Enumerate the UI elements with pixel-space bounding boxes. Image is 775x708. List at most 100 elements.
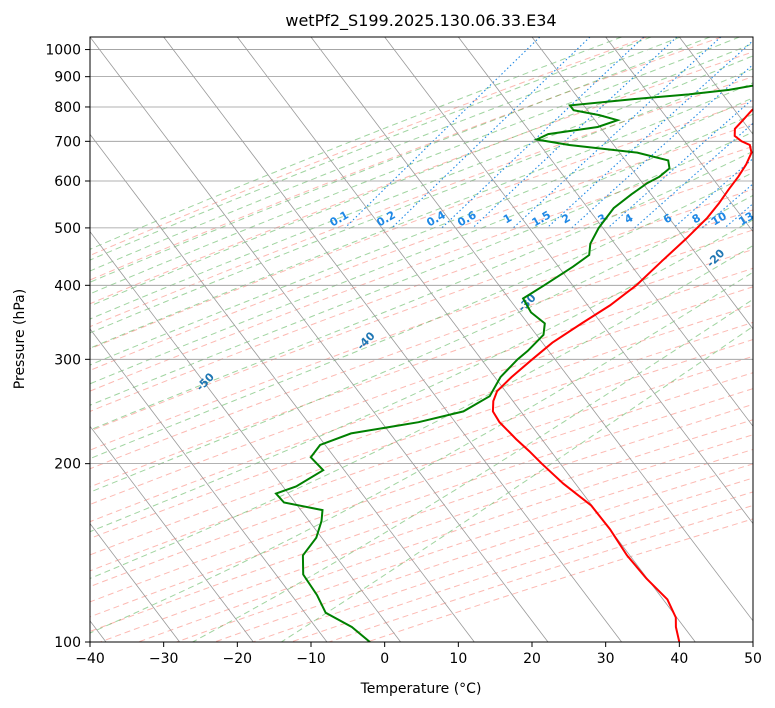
x-tick-label: −40 [75, 651, 105, 667]
dry-adiabat-line [90, 100, 753, 350]
moist-adiabat-line [90, 37, 681, 272]
isotherm-line [90, 425, 254, 642]
mixing-ratio-label: 4 [622, 211, 635, 226]
mixing-ratio-label: 6 [661, 211, 674, 226]
dry-adiabat-line [90, 229, 753, 470]
isotherm-line [531, 37, 753, 330]
dry-adiabat-line [252, 477, 753, 642]
y-tick-label: 600 [54, 174, 81, 190]
x-axis-label: Temperature (°C) [360, 681, 482, 697]
moist-adiabat-line [90, 150, 753, 431]
dry-adiabats [90, 37, 753, 642]
x-tick-label: 40 [670, 651, 688, 667]
dry-adiabat-line [90, 304, 753, 540]
moist-adiabat-line [90, 55, 753, 320]
dry-adiabat-label: -20 [704, 246, 727, 269]
dewpoint-line [274, 84, 753, 642]
mixing-ratio-label: 0.1 [328, 208, 351, 229]
isotherm-line [384, 37, 753, 525]
profiles [274, 84, 753, 642]
x-axis: −40 −30 −20 −10 0 10 20 30 40 50 [75, 642, 762, 667]
moist-adiabat-line [90, 245, 753, 580]
dry-adiabat-line [90, 123, 753, 371]
mixing-ratio-label: 0.4 [424, 208, 448, 229]
dry-adiabat-line [90, 248, 753, 488]
mixing-ratio-label: 13 [736, 209, 756, 228]
x-tick-label: −10 [296, 651, 326, 667]
mixing-ratio-label: 1 [501, 211, 514, 226]
dry-adiabat-line [90, 388, 753, 618]
dry-adiabat-line [90, 286, 753, 523]
mixing-ratio-line [701, 183, 753, 229]
dry-adiabat-line [90, 372, 753, 603]
mixing-ratio-line [441, 37, 645, 229]
moist-adiabat-line [90, 37, 711, 283]
dry-adiabat-line [90, 355, 753, 588]
mixing-ratio-line [472, 37, 678, 229]
isotherms [90, 37, 753, 642]
dry-adiabat-line [138, 434, 753, 642]
dry-adiabat-line [176, 448, 753, 642]
y-tick-label: 400 [54, 278, 81, 294]
isotherm-line [90, 133, 475, 642]
x-tick-label: 30 [597, 651, 615, 667]
isotherm-line [90, 522, 180, 642]
mixing-ratio-line [344, 37, 541, 229]
moist-adiabat-line [90, 97, 753, 366]
mixing-ratio-label: 2 [560, 211, 573, 226]
y-axis: 100 200 300 400 500 600 700 800 900 1000 [45, 43, 90, 651]
moist-adiabat-line [90, 172, 753, 460]
moist-adiabat-line [90, 37, 740, 295]
dry-adiabat-line [90, 76, 753, 328]
mixing-ratio-line [724, 202, 753, 229]
isotherm-line [237, 37, 696, 642]
dry-adiabat-label: -40 [354, 329, 377, 352]
moist-adiabats [90, 37, 753, 642]
plot-frame [89, 36, 754, 643]
moist-adiabat-line [90, 194, 753, 493]
y-tick-label: 200 [54, 457, 81, 473]
dry-adiabat-line [90, 403, 753, 633]
background-lines [90, 37, 753, 642]
y-tick-label: 900 [54, 70, 81, 86]
moist-adiabat-line [90, 219, 753, 533]
mixing-ratio-line [634, 122, 753, 229]
mixing-ratio-line [751, 226, 753, 229]
mixing-ratio-label: 16 [759, 209, 775, 228]
x-tick-label: 10 [449, 651, 467, 667]
isotherm-line [163, 37, 622, 642]
y-tick-label: 100 [54, 635, 81, 651]
temperature-line [491, 108, 753, 642]
moist-adiabat-line [90, 271, 753, 634]
y-tick-label: 700 [54, 134, 81, 150]
mixing-ratio-label: 0.6 [455, 208, 479, 229]
isotherm-line [458, 37, 753, 427]
mixing-ratio-line [512, 37, 722, 229]
chart-title: wetPf2_S199.2025.130.06.33.E34 [285, 11, 556, 31]
dry-adiabat-line [90, 188, 753, 432]
isotherm-line [679, 37, 753, 135]
x-tick-label: −20 [223, 651, 253, 667]
x-tick-label: 0 [380, 651, 389, 667]
isotherm-line [90, 328, 328, 642]
dry-adiabat-line [90, 209, 753, 451]
isotherm-line [90, 230, 401, 642]
mixing-ratio-line [546, 40, 753, 229]
dry-adiabat-line [90, 167, 753, 412]
x-tick-label: 20 [523, 651, 541, 667]
dry-adiabat-line [90, 51, 753, 305]
y-tick-label: 1000 [45, 43, 81, 59]
dry-adiabat-line [90, 37, 722, 281]
dry-adiabat-label: -60 [52, 407, 75, 430]
isotherm-line [90, 37, 549, 642]
line-annotations: 0.10.20.40.611.52346810131620253036-100-… [52, 208, 775, 430]
dry-adiabat-line [214, 463, 753, 642]
dry-adiabat-line [90, 321, 753, 556]
y-tick-label: 500 [54, 221, 81, 237]
dry-adiabat-line [90, 37, 647, 256]
y-tick-label: 300 [54, 352, 81, 368]
isotherm-line [605, 37, 753, 233]
dry-adiabat-line [367, 518, 753, 642]
moist-adiabat-line [90, 42, 753, 307]
